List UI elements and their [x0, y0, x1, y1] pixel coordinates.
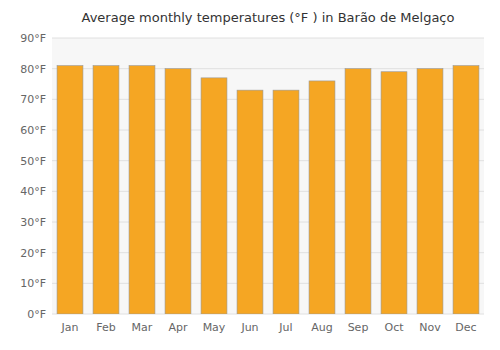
x-tick-label: Jul	[278, 321, 292, 334]
x-tick-label: Oct	[384, 321, 404, 334]
y-tick-label: 40°F	[20, 185, 46, 198]
x-tick-label: Mar	[132, 321, 153, 334]
bar	[273, 90, 299, 314]
y-tick-label: 60°F	[20, 124, 46, 137]
bar	[57, 66, 83, 314]
bar	[201, 78, 227, 314]
y-tick-label: 90°F	[20, 32, 46, 45]
bar	[345, 69, 371, 314]
y-axis: 0°F 10°F 20°F 30°F 40°F 50°F 60°F 70°F 80°F 90°F	[20, 32, 484, 321]
bar	[381, 72, 407, 314]
y-tick-label: 80°F	[20, 63, 46, 76]
y-tick-label: 70°F	[20, 93, 46, 106]
bar	[237, 90, 263, 314]
title: Average monthly temperatures (°F ) in Ba…	[82, 10, 455, 25]
y-tick-label: 50°F	[20, 155, 46, 168]
x-tick-label: May	[203, 321, 226, 334]
bar	[93, 66, 119, 314]
y-tick-label: 30°F	[20, 216, 46, 229]
x-axis: Jan Feb Mar Apr May Jun Jul Aug Sep Oct Nov Dec	[61, 321, 477, 334]
bar	[129, 66, 155, 314]
grid-line	[52, 38, 484, 39]
y-tick-label: 10°F	[20, 277, 46, 290]
bar	[453, 66, 479, 314]
y-tick-label: 20°F	[20, 247, 46, 260]
x-tick-label: Feb	[96, 321, 115, 334]
chart: Average monthly temperatures (°F ) in Ba…	[0, 0, 500, 350]
x-tick-label: Nov	[419, 321, 441, 334]
plot-background	[52, 38, 484, 314]
y-tick-label: 0°F	[27, 308, 46, 321]
x-tick-label: Sep	[348, 321, 369, 334]
bar	[309, 81, 335, 314]
bars	[57, 66, 479, 314]
x-tick-label: Aug	[311, 321, 332, 334]
x-tick-label: Dec	[455, 321, 476, 334]
x-tick-label: Apr	[168, 321, 188, 334]
x-tick-label: Jun	[240, 321, 258, 334]
chart-container: Average monthly temperatures (°F ) in Ba…	[0, 0, 500, 350]
bar	[165, 69, 191, 314]
x-tick-label: Jan	[61, 321, 79, 334]
bar	[417, 69, 443, 314]
